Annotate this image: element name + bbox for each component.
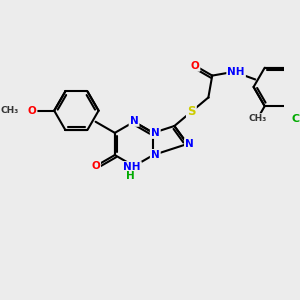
Text: N: N: [151, 150, 160, 160]
Text: CH₃: CH₃: [1, 106, 19, 115]
Text: H: H: [126, 171, 134, 181]
Text: CH₃: CH₃: [248, 114, 267, 123]
Text: S: S: [187, 105, 196, 118]
Text: O: O: [190, 61, 199, 70]
Text: Cl: Cl: [291, 114, 300, 124]
Text: N: N: [185, 139, 194, 149]
Text: N: N: [151, 128, 160, 138]
Text: NH: NH: [123, 162, 141, 172]
Text: O: O: [28, 106, 36, 116]
Text: O: O: [91, 161, 100, 171]
Text: NH: NH: [227, 67, 245, 77]
Text: N: N: [130, 116, 138, 126]
